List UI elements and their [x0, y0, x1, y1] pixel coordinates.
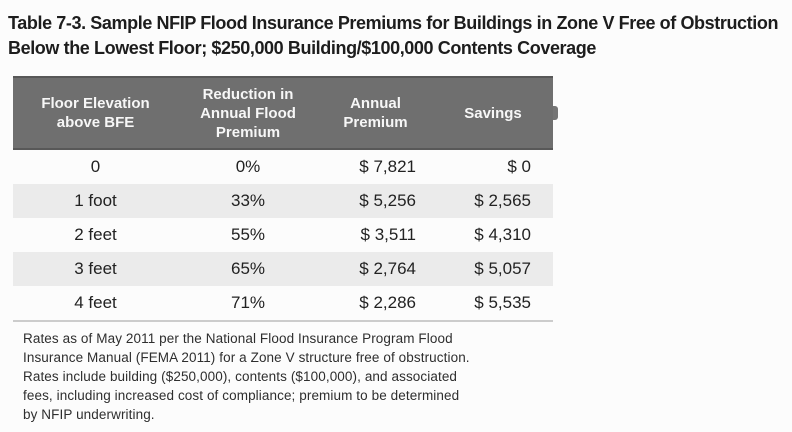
- header-line: Reduction in: [202, 85, 294, 103]
- cell-savings: $ 5,535: [474, 293, 531, 312]
- header-line: Annual Flood: [200, 104, 296, 122]
- table-row: 4 feet 71% $ 2,286 $ 5,535: [13, 286, 553, 320]
- header-line: Premium: [215, 123, 281, 141]
- cell-elevation: 1 foot: [74, 191, 117, 210]
- cell-premium: $ 2,286: [359, 293, 416, 312]
- cell-elevation: 3 feet: [74, 259, 117, 278]
- table-row: 0 0% $ 7,821 $ 0: [13, 150, 553, 184]
- header-line: above BFE: [56, 114, 135, 131]
- cell-premium: $ 2,764: [359, 259, 416, 278]
- header-savings: Savings: [433, 78, 553, 148]
- footnote: Rates as of May 2011 per the National Fl…: [23, 329, 470, 424]
- header-line: Premium: [343, 114, 408, 131]
- header-line: Annual: [350, 95, 401, 112]
- cell-savings: $ 4,310: [474, 225, 531, 244]
- header-line: Floor Elevation: [41, 95, 150, 112]
- cell-savings: $ 0: [507, 157, 531, 176]
- cell-reduction: 33%: [230, 191, 266, 210]
- cell-elevation: 4 feet: [74, 293, 117, 312]
- header-floor-elevation: Floor Elevation above BFE: [13, 78, 178, 148]
- cell-reduction: 55%: [230, 225, 266, 244]
- cell-reduction: 0%: [235, 157, 261, 176]
- header-line: Savings: [464, 104, 522, 122]
- cell-reduction: 71%: [230, 293, 266, 312]
- table-title: Table 7-3. Sample NFIP Flood Insurance P…: [8, 11, 790, 61]
- cell-elevation: 0: [90, 157, 101, 176]
- scan-artifact-mark: [553, 106, 558, 120]
- table-title-line1: Table 7-3. Sample NFIP Flood Insurance P…: [8, 13, 779, 33]
- footnote-line: Rates as of May 2011 per the National Fl…: [23, 331, 453, 346]
- footnote-line: Rates include building ($250,000), conte…: [23, 369, 458, 384]
- table-header-row: Floor Elevation above BFE Reduction in A…: [13, 76, 553, 150]
- cell-premium: $ 3,511: [360, 225, 416, 244]
- table-row: 1 foot 33% $ 5,256 $ 2,565: [13, 184, 553, 218]
- cell-reduction: 65%: [230, 259, 266, 278]
- cell-elevation: 2 feet: [74, 225, 117, 244]
- table-row: 2 feet 55% $ 3,511 $ 4,310: [13, 218, 553, 252]
- cell-premium: $ 7,821: [359, 157, 416, 176]
- cell-savings: $ 5,057: [474, 259, 531, 278]
- premium-table: Floor Elevation above BFE Reduction in A…: [13, 76, 553, 322]
- header-reduction: Reduction in Annual Flood Premium: [178, 78, 318, 148]
- table-row: 3 feet 65% $ 2,764 $ 5,057: [13, 252, 553, 286]
- footnote-line: Insurance Manual (FEMA 2011) for a Zone …: [23, 350, 470, 365]
- table-bottom-rule: [13, 320, 553, 322]
- footnote-line: by NFIP underwriting.: [23, 407, 155, 422]
- footnote-line: fees, including increased cost of compli…: [23, 388, 460, 403]
- cell-premium: $ 5,256: [359, 191, 416, 210]
- header-annual-premium: Annual Premium: [318, 78, 433, 148]
- table-title-line2: Below the Lowest Floor; $250,000 Buildin…: [8, 38, 596, 58]
- cell-savings: $ 2,565: [474, 191, 531, 210]
